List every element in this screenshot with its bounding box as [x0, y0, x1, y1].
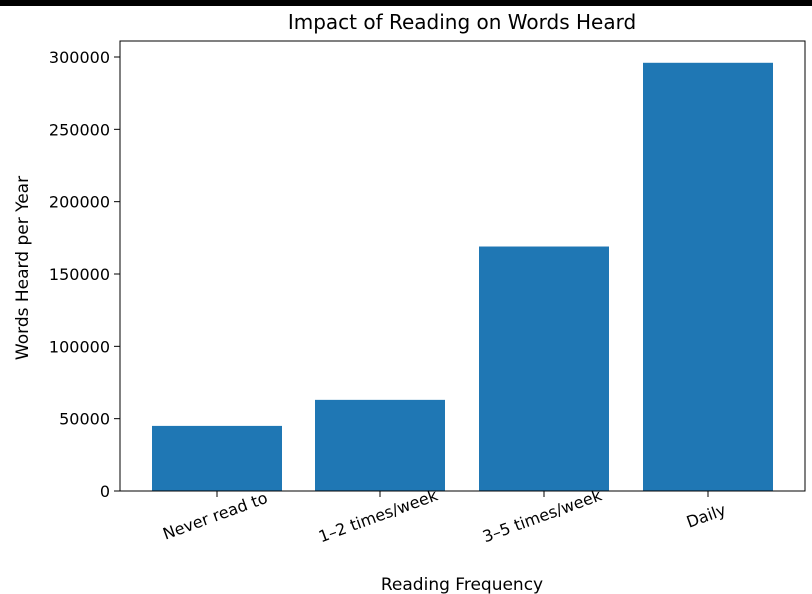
y-axis-label: Words Heard per Year [13, 176, 33, 360]
top-border-bar [0, 0, 812, 6]
y-tick-label: 300000 [49, 48, 110, 67]
bar-0 [152, 425, 282, 491]
bar-3 [643, 62, 773, 491]
x-tick-label: 3–5 times/week [480, 485, 605, 546]
y-tick-label: 100000 [49, 337, 110, 356]
plot-frame [119, 40, 806, 492]
y-tick-label: 50000 [59, 410, 110, 429]
y-tick-label: 0 [100, 482, 110, 501]
x-tick-label: Never read to [160, 488, 270, 543]
x-axis-label: Reading Frequency [381, 575, 543, 594]
y-tick-label: 150000 [49, 265, 110, 284]
x-tick-label: Daily [684, 500, 729, 532]
y-axis: 0 50000 100000 150000 200000 250000 300000 [49, 48, 120, 501]
bars-group [152, 62, 773, 491]
chart-title: Impact of Reading on Words Heard [288, 10, 636, 34]
y-tick-label: 200000 [49, 193, 110, 212]
bar-1 [315, 399, 445, 491]
y-tick-label: 250000 [49, 120, 110, 139]
x-tick-label: 1–2 times/week [316, 485, 441, 546]
x-axis: Never read to 1–2 times/week 3–5 times/wee… [160, 485, 728, 546]
bar-2 [479, 246, 609, 491]
